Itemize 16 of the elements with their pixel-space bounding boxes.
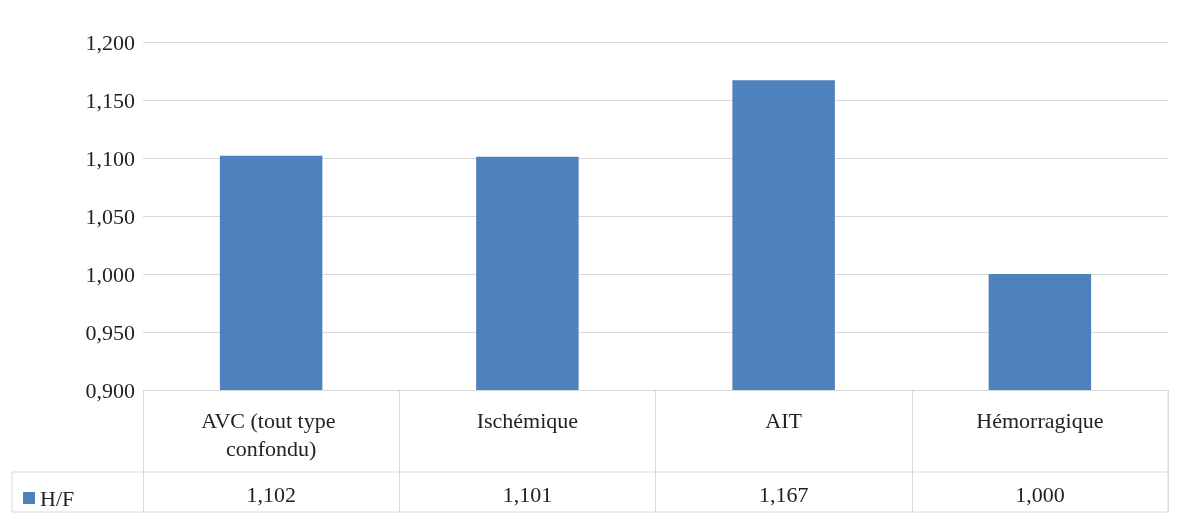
y-tick-label: 0,950 [85,319,135,345]
y-tick-label: 1,200 [85,29,135,55]
x-tick-label: AIT [765,407,803,433]
data-label: 1,101 [502,481,553,507]
data-label: 1,167 [758,481,809,507]
x-tick-label: AVC (tout type confondu) [201,407,341,461]
y-tick-label: 0,900 [85,377,135,403]
x-tick-label: Hémorragique [976,407,1104,433]
data-label: 1,000 [1015,481,1065,507]
y-tick-label: 1,050 [85,203,135,229]
y-tick-label: 1,000 [85,261,135,287]
y-tick-label: 1,100 [85,145,135,171]
y-tick-label: 1,150 [85,87,135,113]
data-label: 1,102 [246,481,296,507]
x-tick-label: Ischémique [476,407,579,433]
legend-label: H/F [40,485,75,511]
